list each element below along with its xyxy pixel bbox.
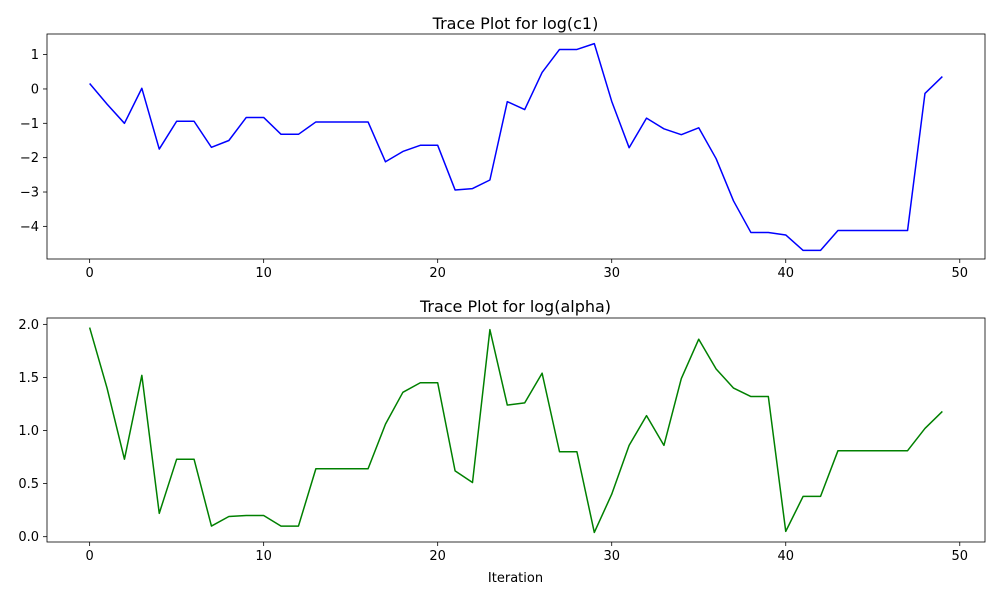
- alpha-chart-title: Trace Plot for log(alpha): [419, 297, 611, 316]
- alpha-x-axis-label: Iteration: [488, 571, 543, 586]
- c1-plot-area: 0 10 20 30 40 50 −4 −3 −2 −1 0 1: [20, 33, 986, 281]
- c1-x-tick-label: 30: [603, 266, 620, 281]
- alpha-x-tick-label: 50: [951, 549, 968, 564]
- c1-series-line: [89, 42, 943, 252]
- c1-x-tick-label: 50: [951, 266, 968, 281]
- c1-y-tick-label: −1: [20, 117, 39, 132]
- c1-y-tick-label: −3: [20, 186, 39, 201]
- alpha-x-tick-label: 20: [429, 549, 446, 564]
- alpha-x-tick-label: 30: [603, 549, 620, 564]
- c1-x-tick-label: 20: [429, 266, 446, 281]
- c1-y-tick-label: 0: [31, 82, 39, 97]
- c1-x-tick-label: 10: [255, 266, 272, 281]
- c1-axes-frame: [46, 33, 986, 260]
- c1-y-tick-label: −4: [20, 220, 39, 235]
- alpha-y-tick-label: 1.0: [18, 424, 39, 439]
- alpha-x-tick-label: 10: [255, 549, 272, 564]
- alpha-y-tick-label: 2.0: [18, 318, 39, 333]
- c1-chart-title: Trace Plot for log(c1): [432, 14, 599, 33]
- c1-x-tick-label: 40: [777, 266, 794, 281]
- alpha-y-tick-label: 0.5: [18, 477, 39, 492]
- alpha-y-tick-label: 1.5: [18, 371, 39, 386]
- alpha-trace-panel: Trace Plot for log(alpha) 0 10 20 30 40 50 0.0…: [18, 297, 986, 586]
- alpha-axes-frame: [46, 317, 986, 543]
- c1-y-tick-label: 1: [31, 48, 39, 63]
- alpha-x-tick-label: 40: [777, 549, 794, 564]
- c1-x-tick-label: 0: [85, 266, 93, 281]
- alpha-plot-area: 0 10 20 30 40 50 0.0 0.5 1.0 1.5 2.0: [18, 317, 986, 564]
- alpha-series-line: [88, 327, 943, 534]
- alpha-x-tick-label: 0: [85, 549, 93, 564]
- c1-y-tick-label: −2: [20, 151, 39, 166]
- c1-trace-panel: Trace Plot for log(c1) 0 10 20 30 40 50−4−3−2…: [20, 14, 986, 281]
- alpha-y-tick-label: 0.0: [18, 530, 39, 545]
